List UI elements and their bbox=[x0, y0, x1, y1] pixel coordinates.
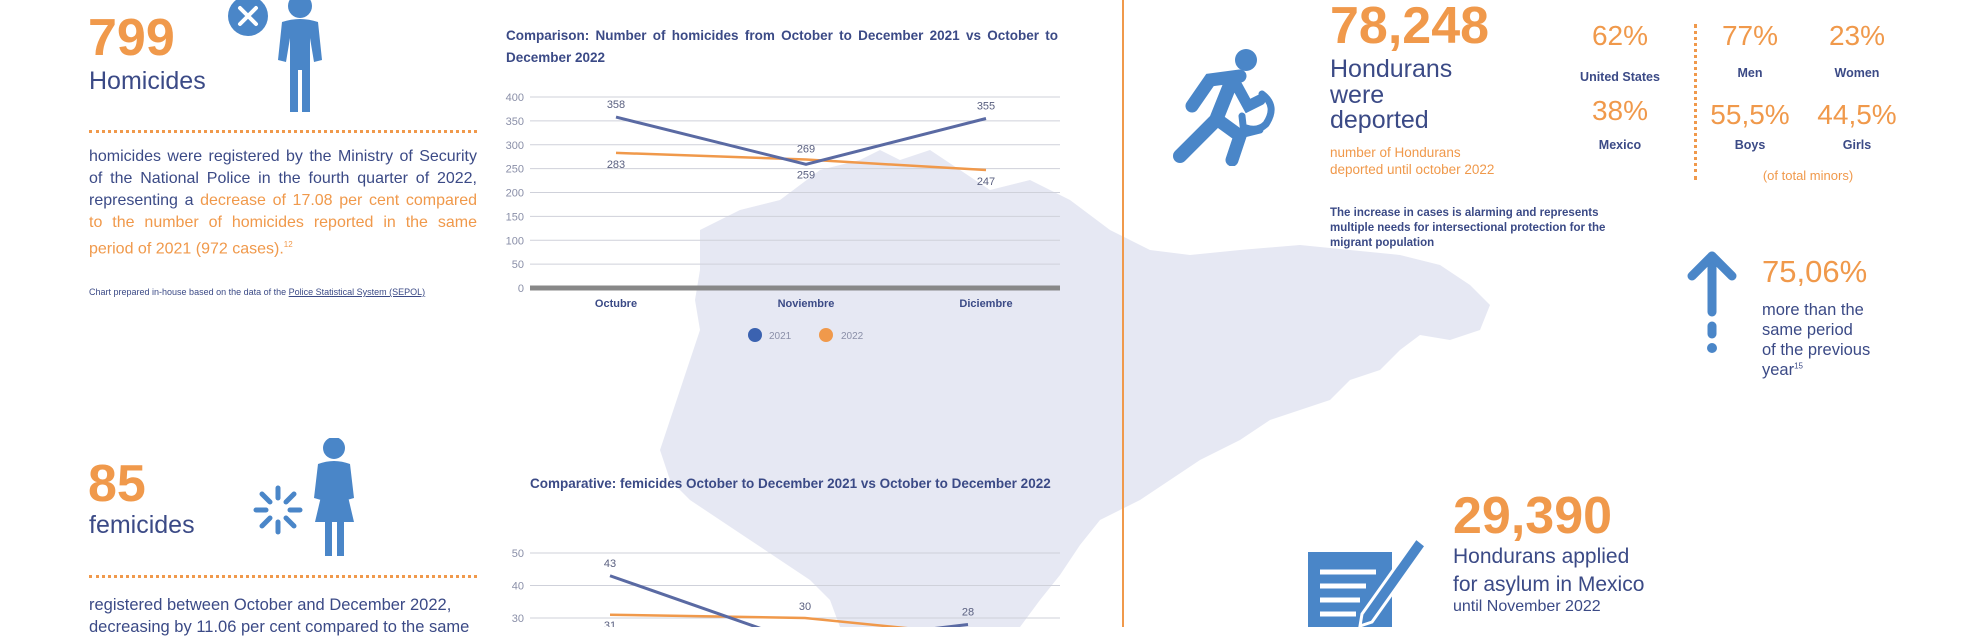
y-tick-200: 200 bbox=[506, 188, 524, 200]
legend-marker-2022 bbox=[819, 328, 833, 342]
homicides-text: homicides were registered by the Ministr… bbox=[89, 148, 477, 209]
y-tick-0: 0 bbox=[518, 283, 524, 295]
y-tick-150: 150 bbox=[506, 211, 524, 223]
y-tick-50: 50 bbox=[512, 548, 524, 560]
us-percent: 62% bbox=[1591, 20, 1649, 51]
men-label: Men bbox=[1737, 66, 1763, 80]
deported-sub-1: number of Hondurans bbox=[1330, 145, 1461, 160]
legend-marker-2021 bbox=[748, 328, 762, 342]
femicides-text-line1: registered between October and December … bbox=[89, 596, 452, 614]
woman-sparkle-icon bbox=[253, 438, 354, 556]
homicides-label: Homicides bbox=[89, 67, 206, 95]
x-tick-noviembre: Noviembre bbox=[778, 298, 835, 310]
increase-percent: 75,06% bbox=[1762, 254, 1868, 289]
data-label-2022-0: 283 bbox=[607, 159, 625, 171]
increase-line-3: of the previous bbox=[1762, 341, 1871, 359]
data-label-2022-2: 247 bbox=[977, 176, 995, 188]
femicides-chart: 30 40 50 43 28 31 30 bbox=[512, 548, 1060, 627]
mexico-percent: 38% bbox=[1591, 95, 1649, 126]
y-tick-300: 300 bbox=[506, 140, 524, 152]
data-label-2022-1: 30 bbox=[799, 601, 811, 613]
asylum-line-2: for asylum in Mexico bbox=[1453, 573, 1645, 596]
document-pen-icon bbox=[1308, 535, 1428, 627]
deported-note-1: The increase in cases is alarming and re… bbox=[1330, 207, 1599, 219]
series-line-2022 bbox=[609, 613, 908, 627]
data-label-2021-2: 355 bbox=[977, 100, 995, 112]
femicides-text-line2: decreasing by 11.06 per cent compared to… bbox=[89, 618, 470, 636]
data-label-2021-1: 259 bbox=[797, 169, 815, 181]
y-tick-50: 50 bbox=[512, 259, 524, 271]
source-prefix: Chart prepared in-house based on the dat… bbox=[89, 287, 289, 297]
deported-note-2: multiple needs for intersectional protec… bbox=[1330, 222, 1606, 234]
minors-note: (of total minors) bbox=[1762, 168, 1854, 183]
increase-year: year bbox=[1762, 361, 1795, 379]
data-label-2021-0: 358 bbox=[607, 99, 625, 111]
x-tick-diciembre: Diciembre bbox=[959, 298, 1012, 310]
y-tick-100: 100 bbox=[506, 235, 524, 247]
homicides-highlight: decrease of 17.08 per cent compared to t… bbox=[89, 192, 477, 258]
homicides-number: 799 bbox=[88, 9, 175, 67]
homicides-description: homicides were registered by the Ministr… bbox=[89, 146, 477, 260]
running-person-icon bbox=[1173, 49, 1275, 166]
series-line-2022 bbox=[615, 151, 987, 172]
stats-divider bbox=[1694, 24, 1697, 180]
deported-label-1: Hondurans bbox=[1330, 55, 1453, 83]
deported-label-3: deported bbox=[1330, 106, 1429, 134]
data-label-2022-1: 269 bbox=[797, 144, 815, 156]
mexico-label: Mexico bbox=[1598, 138, 1642, 152]
femicides-divider bbox=[89, 575, 477, 578]
y-tick-250: 250 bbox=[506, 164, 524, 176]
increase-line-1: more than the bbox=[1762, 301, 1864, 319]
y-tick-30: 30 bbox=[512, 613, 524, 625]
homicides-chart-title: Comparison: Number of homicides from Oct… bbox=[506, 28, 1058, 65]
femicides-number: 85 bbox=[88, 455, 146, 513]
person-x-icon bbox=[228, 0, 322, 112]
asylum-line-1: Hondurans applied bbox=[1453, 545, 1630, 568]
increase-line-2: same period bbox=[1762, 321, 1853, 339]
series-line-2021 bbox=[615, 115, 987, 166]
girls-percent: 44,5% bbox=[1817, 99, 1897, 130]
deported-note-3: migrant population bbox=[1330, 237, 1435, 249]
legend-label-2022: 2022 bbox=[841, 331, 864, 342]
y-tick-40: 40 bbox=[512, 581, 524, 593]
homicides-source: Chart prepared in-house based on the dat… bbox=[89, 287, 425, 297]
data-label-2021-0: 43 bbox=[604, 558, 616, 570]
boys-percent: 55,5% bbox=[1710, 99, 1790, 130]
x-tick-octubre: Octubre bbox=[595, 298, 637, 310]
sepol-link[interactable]: Police Statistical System (SEPOL) bbox=[288, 287, 426, 297]
deported-label-2: were bbox=[1330, 81, 1385, 109]
data-label-2021-2: 28 bbox=[962, 607, 974, 619]
section-divider bbox=[1122, 0, 1124, 627]
us-label: United States bbox=[1580, 70, 1660, 84]
deported-number: 78,248 bbox=[1330, 0, 1490, 55]
femicides-chart-title: Comparative: femicides October to Decemb… bbox=[530, 476, 1051, 491]
women-label: Women bbox=[1834, 66, 1880, 80]
asylum-number: 29,390 bbox=[1453, 487, 1613, 545]
femicides-label: femicides bbox=[89, 511, 195, 539]
asylum-line-3: until November 2022 bbox=[1453, 598, 1601, 615]
up-arrow-icon bbox=[1687, 251, 1737, 353]
series-line-2021 bbox=[609, 574, 969, 627]
increase-footnote: 15 bbox=[1794, 361, 1804, 371]
y-tick-400: 400 bbox=[506, 92, 524, 104]
legend-label-2021: 2021 bbox=[769, 331, 792, 342]
data-label-2022-0: 31 bbox=[604, 620, 616, 627]
increase-line-4: year15 bbox=[1762, 361, 1803, 380]
y-tick-350: 350 bbox=[506, 116, 524, 128]
homicides-divider bbox=[89, 130, 477, 133]
homicides-footnote: 12 bbox=[283, 240, 293, 249]
homicides-chart: 0 50 100 150 200 250 300 350 400 Octubre Noviembre… bbox=[506, 92, 1060, 342]
women-percent: 23% bbox=[1828, 20, 1886, 51]
men-percent: 77% bbox=[1721, 20, 1779, 51]
boys-label: Boys bbox=[1734, 138, 1766, 152]
girls-label: Girls bbox=[1842, 138, 1872, 152]
deported-sub-2: deported until october 2022 bbox=[1330, 162, 1495, 177]
